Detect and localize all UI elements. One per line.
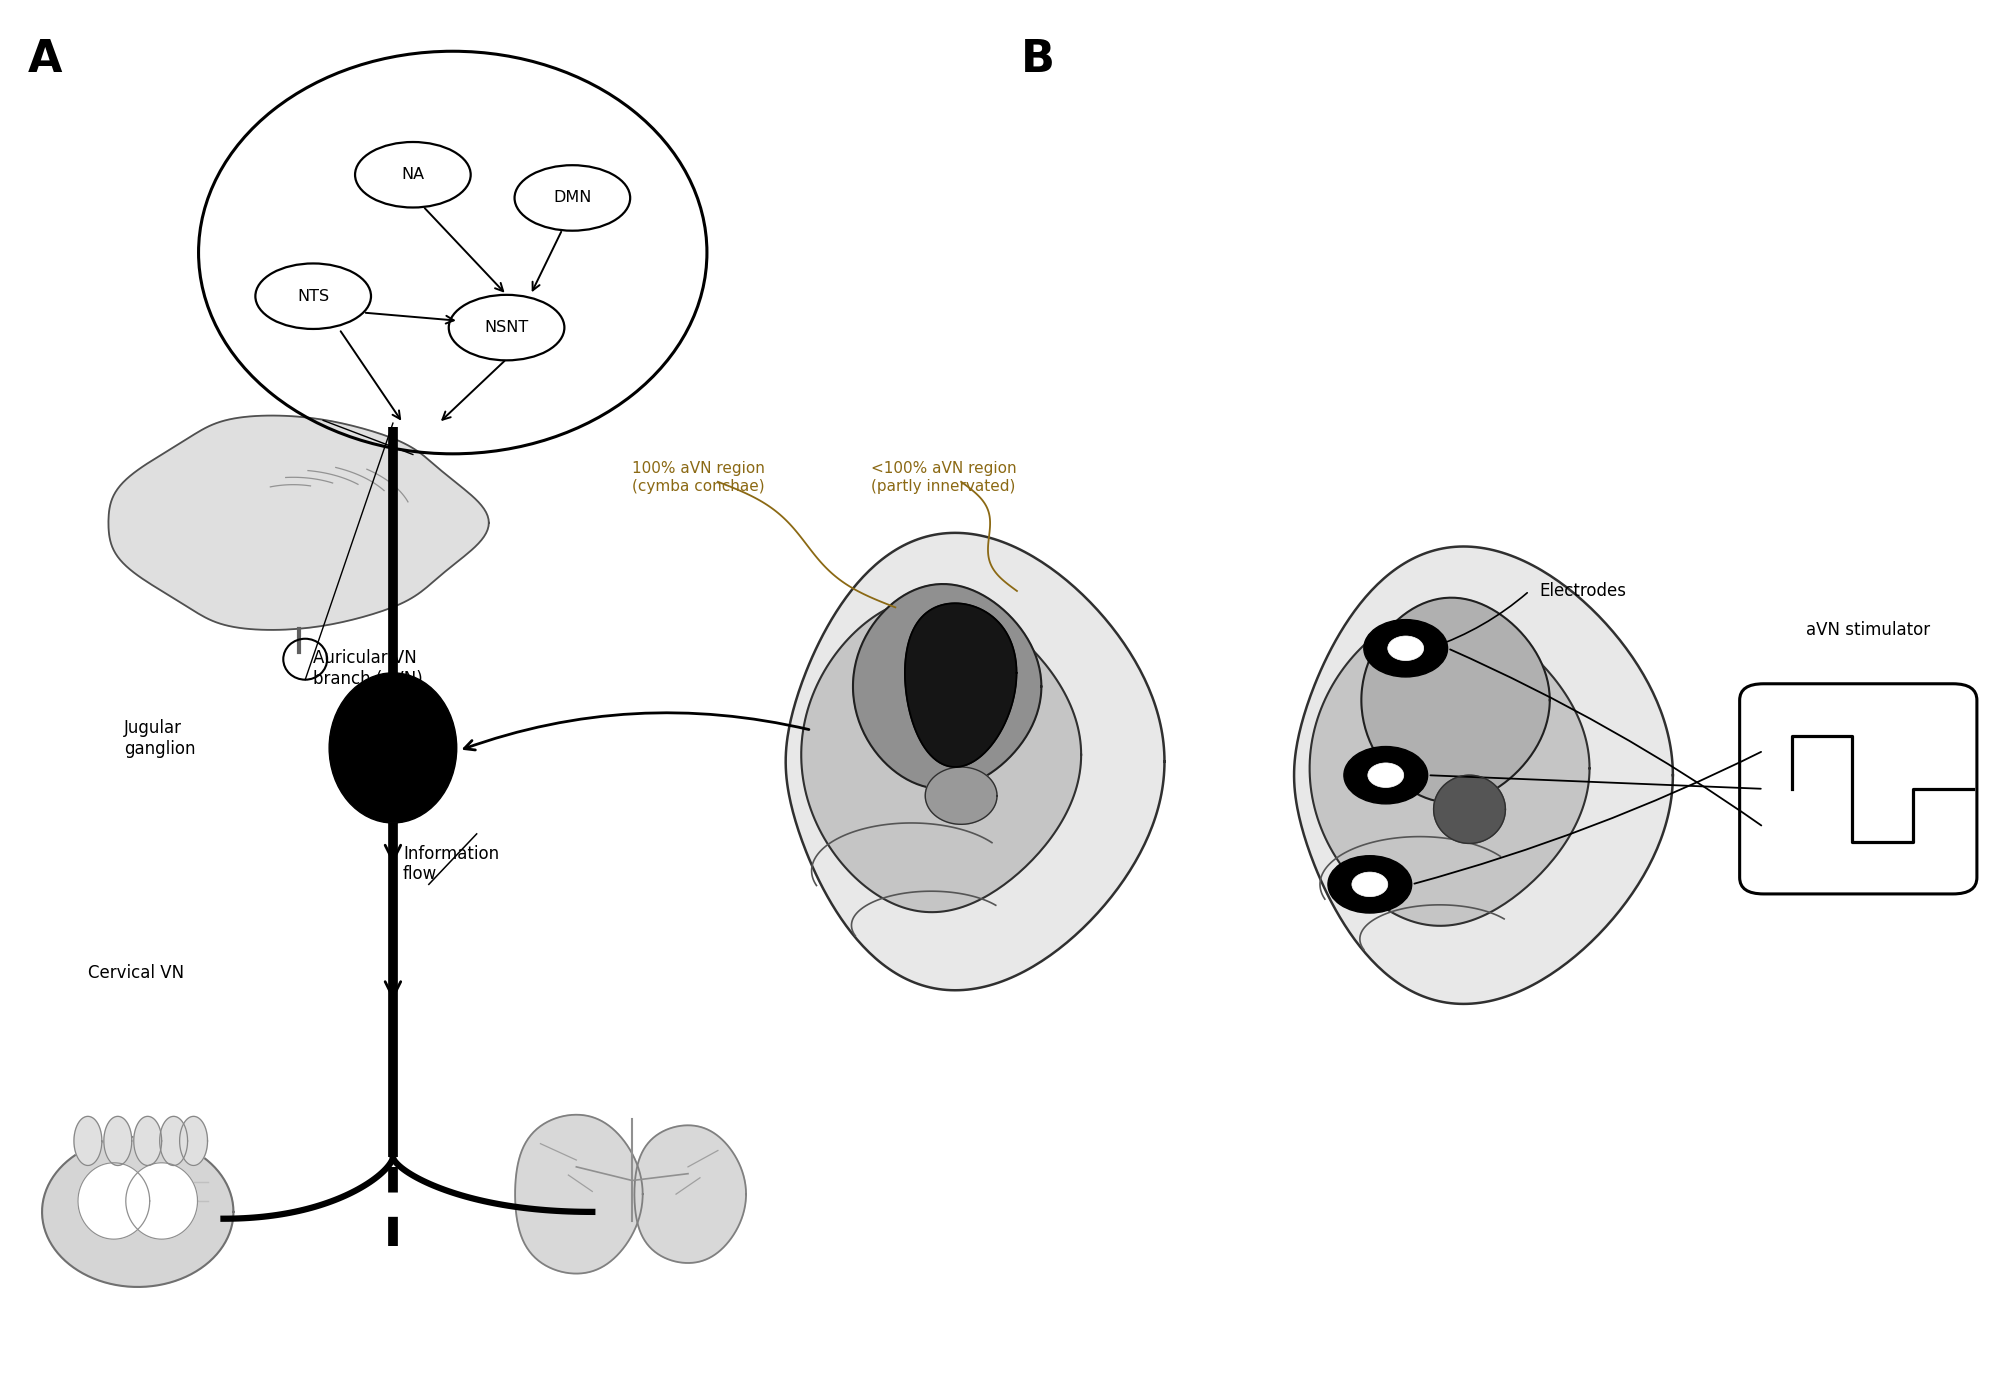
Polygon shape	[104, 1116, 132, 1166]
Polygon shape	[1293, 546, 1674, 1004]
Circle shape	[1367, 763, 1403, 788]
Text: NSNT: NSNT	[484, 320, 529, 335]
Text: DMN: DMN	[553, 191, 591, 206]
Polygon shape	[1433, 776, 1506, 843]
Text: NTS: NTS	[296, 288, 328, 303]
Circle shape	[1387, 636, 1423, 660]
Polygon shape	[925, 768, 997, 824]
Polygon shape	[515, 1115, 643, 1274]
Circle shape	[1327, 855, 1411, 913]
Polygon shape	[78, 1163, 150, 1240]
Polygon shape	[853, 584, 1041, 789]
Ellipse shape	[328, 673, 456, 822]
Text: B: B	[1021, 38, 1055, 81]
Text: Cervical VN: Cervical VN	[88, 964, 184, 982]
Polygon shape	[905, 603, 1017, 768]
Polygon shape	[74, 1116, 102, 1166]
Text: Information
flow: Information flow	[402, 844, 498, 883]
Polygon shape	[1309, 611, 1590, 925]
Polygon shape	[635, 1126, 747, 1263]
Polygon shape	[160, 1116, 188, 1166]
Polygon shape	[134, 1116, 162, 1166]
Ellipse shape	[515, 165, 631, 231]
Text: Jugular
ganglion: Jugular ganglion	[124, 719, 196, 758]
Ellipse shape	[354, 141, 470, 207]
Circle shape	[1343, 747, 1427, 803]
Polygon shape	[785, 533, 1165, 990]
Polygon shape	[180, 1116, 208, 1166]
Circle shape	[1351, 872, 1387, 897]
Text: <100% aVN region
(partly innervated): <100% aVN region (partly innervated)	[871, 461, 1017, 494]
Text: Auricular VN
branch (aVN): Auricular VN branch (aVN)	[312, 649, 422, 688]
Polygon shape	[126, 1163, 198, 1240]
Ellipse shape	[256, 264, 370, 330]
Polygon shape	[108, 416, 488, 630]
Polygon shape	[801, 597, 1081, 912]
Polygon shape	[42, 1137, 234, 1287]
Ellipse shape	[448, 295, 565, 360]
Circle shape	[1363, 619, 1447, 677]
Text: NA: NA	[400, 168, 424, 183]
Text: aVN stimulator: aVN stimulator	[1806, 621, 1930, 638]
Text: Electrodes: Electrodes	[1540, 582, 1626, 600]
Text: 100% aVN region
(cymba conchae): 100% aVN region (cymba conchae)	[633, 461, 765, 494]
Polygon shape	[1361, 597, 1550, 803]
Text: A: A	[28, 38, 62, 81]
